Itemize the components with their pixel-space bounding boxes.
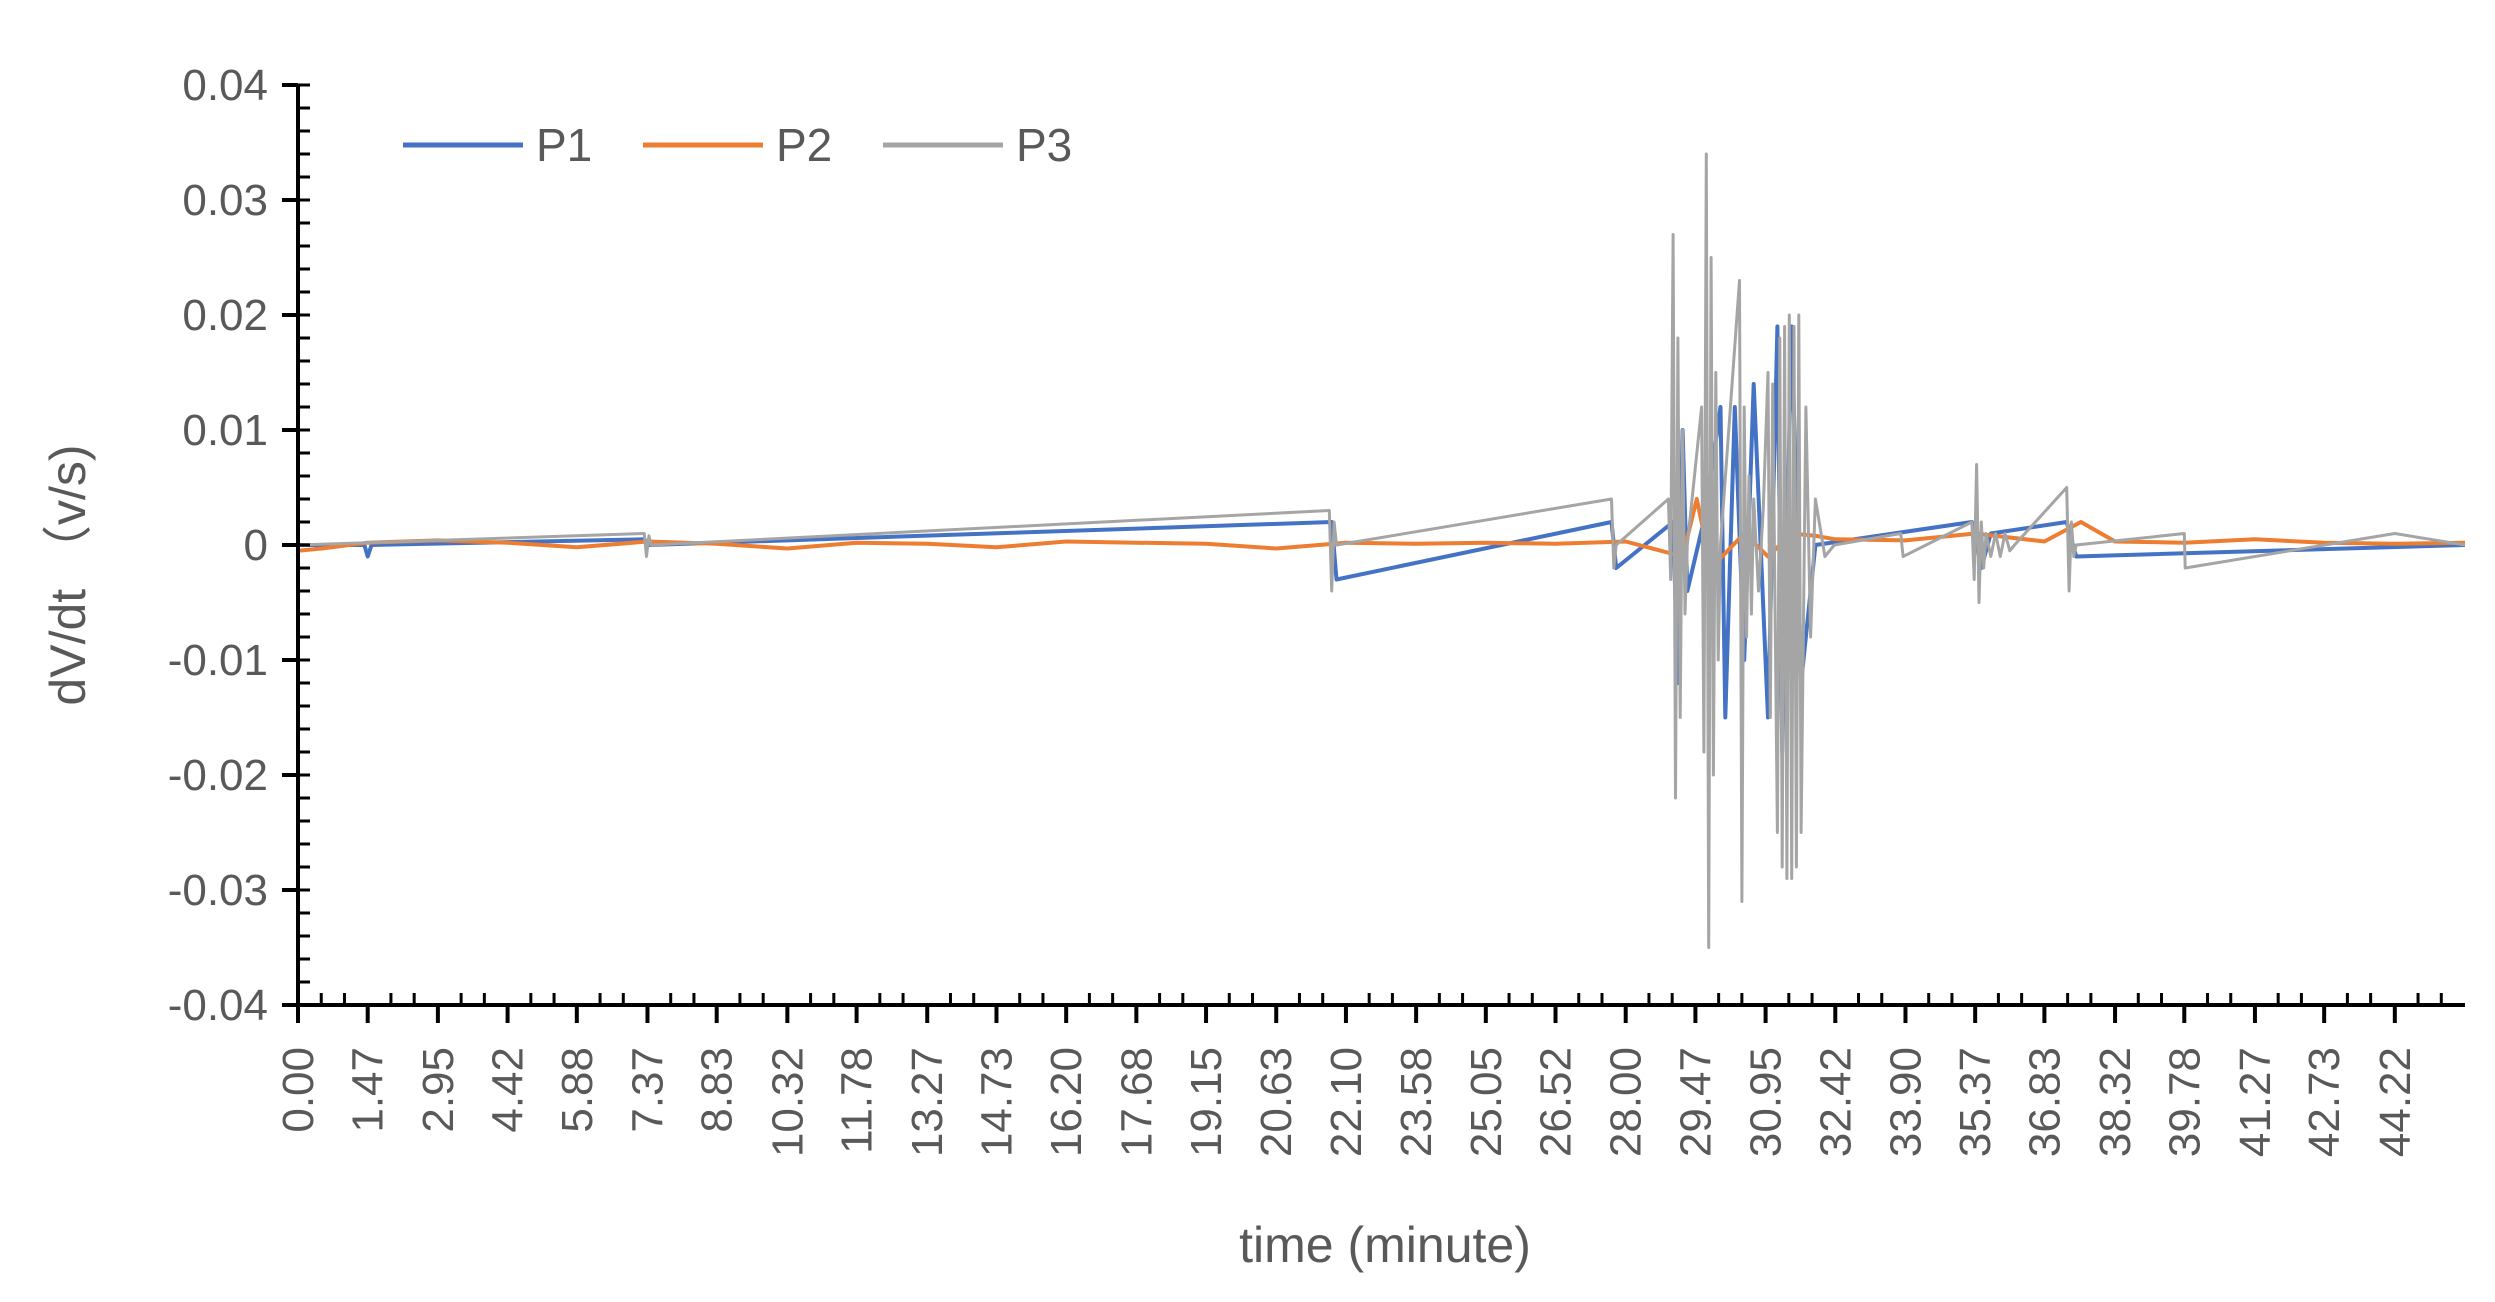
y-tick-label: -0.03	[168, 866, 268, 915]
x-tick-label: 0.00	[274, 1047, 323, 1133]
y-tick-label: 0	[244, 521, 268, 570]
y-tick-label: -0.01	[168, 636, 268, 685]
y-tick-label: 0.03	[182, 176, 268, 225]
y-tick-label: -0.04	[168, 981, 268, 1030]
x-tick-label: 35.37	[1951, 1047, 2000, 1157]
x-tick-label: 38.32	[2091, 1047, 2140, 1157]
series-layer	[297, 152, 2466, 949]
y-tick-label: -0.02	[168, 751, 268, 800]
series-line-p1	[298, 324, 2466, 754]
legend-label-p2: P2	[776, 119, 832, 171]
x-tick-label: 32.42	[1811, 1047, 1860, 1157]
y-tick-label: 0.02	[182, 291, 268, 340]
x-tick-label: 44.22	[2371, 1047, 2420, 1157]
labels-layer: 0.04 0.03 0.02 0.01 0 -0.01 -0.02 -0.03 -0.040.0…	[168, 61, 2420, 1157]
x-tick-label: 8.83	[693, 1047, 742, 1133]
x-tick-label: 13.27	[903, 1047, 952, 1157]
x-tick-label: 28.00	[1602, 1047, 1651, 1157]
x-tick-label: 4.42	[484, 1047, 533, 1133]
x-tick-label: 14.73	[972, 1047, 1021, 1157]
x-tick-label: 41.27	[2231, 1047, 2280, 1157]
x-tick-label: 22.10	[1322, 1047, 1371, 1157]
x-tick-label: 29.47	[1671, 1047, 1720, 1157]
x-tick-label: 20.63	[1252, 1047, 1301, 1157]
x-tick-label: 36.83	[2020, 1047, 2069, 1157]
x-tick-label: 39.78	[2160, 1047, 2209, 1157]
legend-label-p3: P3	[1016, 119, 1072, 171]
x-tick-label: 10.32	[763, 1047, 812, 1157]
x-tick-label: 42.73	[2300, 1047, 2349, 1157]
legend: P1 P2 P3	[403, 119, 1072, 171]
x-tick-label: 19.15	[1182, 1047, 1231, 1157]
y-tick-label: 0.04	[182, 61, 268, 110]
x-tick-label: 1.47	[344, 1047, 393, 1133]
x-axis-title: time (minute)	[1239, 1217, 1531, 1273]
x-tick-label: 17.68	[1112, 1047, 1161, 1157]
axes-layer	[282, 83, 2465, 1023]
legend-label-p1: P1	[536, 119, 592, 171]
x-tick-label: 11.78	[833, 1047, 882, 1154]
x-tick-label: 2.95	[414, 1047, 463, 1133]
x-tick-label: 7.37	[623, 1047, 672, 1133]
y-axis-title: dV/dt （v/s)	[40, 444, 96, 705]
series-line-p3	[297, 152, 2466, 949]
x-tick-label: 33.90	[1881, 1047, 1930, 1157]
x-tick-label: 25.05	[1462, 1047, 1511, 1157]
x-tick-label: 16.20	[1042, 1047, 1091, 1157]
x-tick-label: 30.95	[1742, 1047, 1791, 1157]
y-tick-label: 0.01	[182, 406, 268, 455]
x-tick-label: 5.88	[553, 1047, 602, 1133]
x-tick-label: 26.52	[1532, 1047, 1581, 1157]
x-tick-label: 23.58	[1392, 1047, 1441, 1157]
